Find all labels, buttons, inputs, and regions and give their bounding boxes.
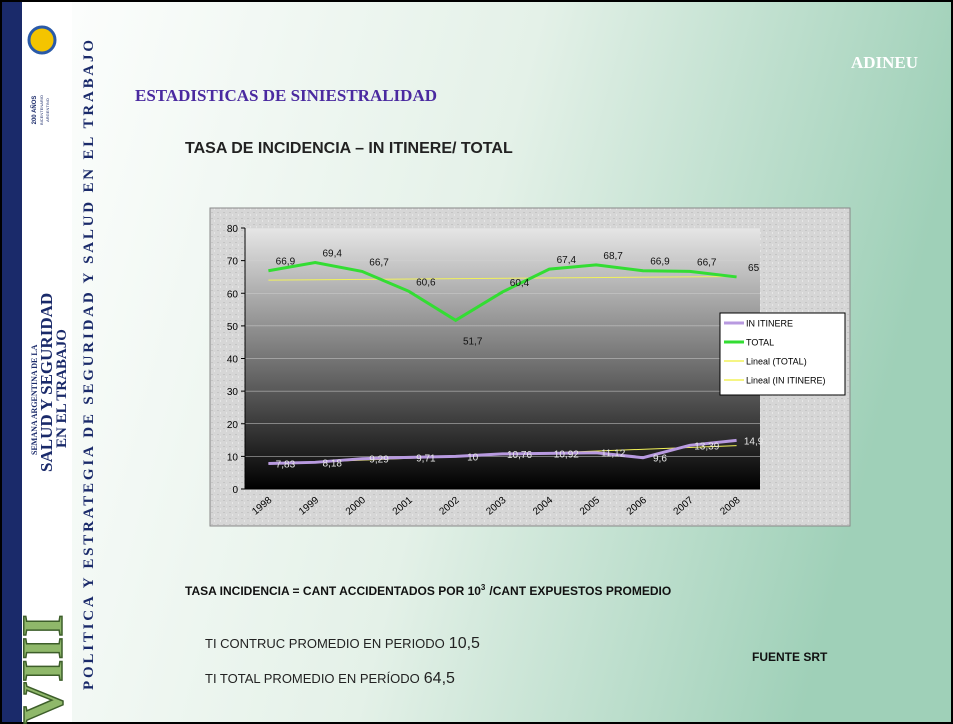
- note-label: TI CONTRUC PROMEDIO EN PERIODO: [205, 636, 445, 651]
- data-label: 10: [467, 452, 479, 463]
- formula-sup: 3: [481, 583, 486, 592]
- formula-text: TASA INCIDENCIA = CANT ACCIDENTADOS POR …: [185, 584, 481, 598]
- bicentenario-badge: 200 AÑOS BICENTENARIO ARGENTINO: [31, 95, 50, 125]
- slide-subtitle: TASA DE INCIDENCIA – IN ITINERE/ TOTAL: [185, 140, 513, 157]
- data-label: 68,7: [603, 251, 623, 262]
- note-value: 10,5: [449, 635, 480, 652]
- data-label: 9,29: [369, 455, 389, 466]
- trendline: [268, 275, 737, 281]
- note: TI CONTRUC PROMEDIO EN PERIODO 10,5: [205, 635, 480, 652]
- data-label: 66,7: [697, 257, 717, 268]
- data-label: 11,12: [601, 449, 626, 460]
- data-label: 9,71: [416, 453, 436, 464]
- note: TI TOTAL PROMEDIO EN PERÍODO 64,5: [205, 670, 455, 687]
- data-label: 66,7: [369, 257, 389, 268]
- sidebar-numeral: VIII: [10, 614, 75, 724]
- sidebar-panel: [22, 2, 72, 722]
- week-block: SEMANA ARGENTINA DE LA SALUD Y SEGURIDAD…: [30, 293, 70, 472]
- note-label: TI TOTAL PROMEDIO EN PERÍODO: [205, 671, 420, 686]
- y-tick-label: 40: [227, 355, 239, 366]
- sidebar-policy: POLITICA Y ESTRATEGIA DE SEGURIDAD Y SAL…: [81, 40, 97, 690]
- brand: ADINEU: [851, 53, 918, 72]
- source: FUENTE SRT: [752, 650, 828, 664]
- data-label: 69,4: [322, 249, 342, 260]
- data-label: 8,18: [322, 458, 342, 469]
- week-line: EN EL TRABAJO: [54, 329, 70, 448]
- badge-line: ARGENTINO: [45, 98, 50, 122]
- y-tick-label: 80: [227, 224, 239, 235]
- series-line: [268, 261, 737, 323]
- legend-label: IN ITINERE: [746, 319, 793, 329]
- legend-label: Lineal (IN ITINERE): [746, 376, 826, 386]
- slide-title: ESTADISTICAS DE SINIESTRALIDAD: [135, 86, 437, 105]
- week-line: SALUD Y SEGURIDAD: [37, 293, 56, 472]
- data-label: 60,6: [416, 277, 436, 288]
- y-tick-label: 50: [227, 322, 239, 333]
- data-label: 13,39: [694, 441, 719, 452]
- data-label: 51,7: [463, 336, 483, 347]
- sidebar-stripe: [2, 2, 22, 722]
- note-value: 64,5: [424, 670, 455, 687]
- data-label: 66,9: [276, 257, 296, 268]
- data-label: 65: [748, 263, 760, 274]
- data-label: 10,76: [507, 450, 532, 461]
- formula: TASA INCIDENCIA = CANT ACCIDENTADOS POR …: [185, 583, 671, 598]
- sun-emblem: [27, 25, 57, 55]
- series-line: [268, 438, 737, 465]
- y-tick-label: 60: [227, 289, 239, 300]
- legend-box: [719, 312, 846, 396]
- y-tick-label: 70: [227, 257, 239, 268]
- badge-line: BICENTENARIO: [39, 95, 44, 125]
- data-label: 67,4: [557, 255, 577, 266]
- y-tick-label: 20: [227, 420, 239, 431]
- data-label: 66,9: [650, 257, 670, 268]
- formula-rest: /CANT EXPUESTOS PROMEDIO: [489, 584, 671, 598]
- data-label: 10,92: [554, 449, 579, 460]
- data-label: 7,83: [276, 459, 296, 470]
- badge-years: 200 AÑOS: [31, 96, 38, 125]
- data-label: 60,4: [510, 278, 530, 289]
- y-tick-label: 10: [227, 452, 239, 463]
- data-label: 9,6: [653, 454, 667, 465]
- y-tick-label: 0: [232, 485, 238, 496]
- y-tick-label: 30: [227, 387, 239, 398]
- legend-label: TOTAL: [746, 338, 774, 348]
- data-label: 14,9: [744, 436, 764, 447]
- legend-label: Lineal (TOTAL): [746, 357, 807, 367]
- week-line: SEMANA ARGENTINA DE LA: [30, 344, 39, 455]
